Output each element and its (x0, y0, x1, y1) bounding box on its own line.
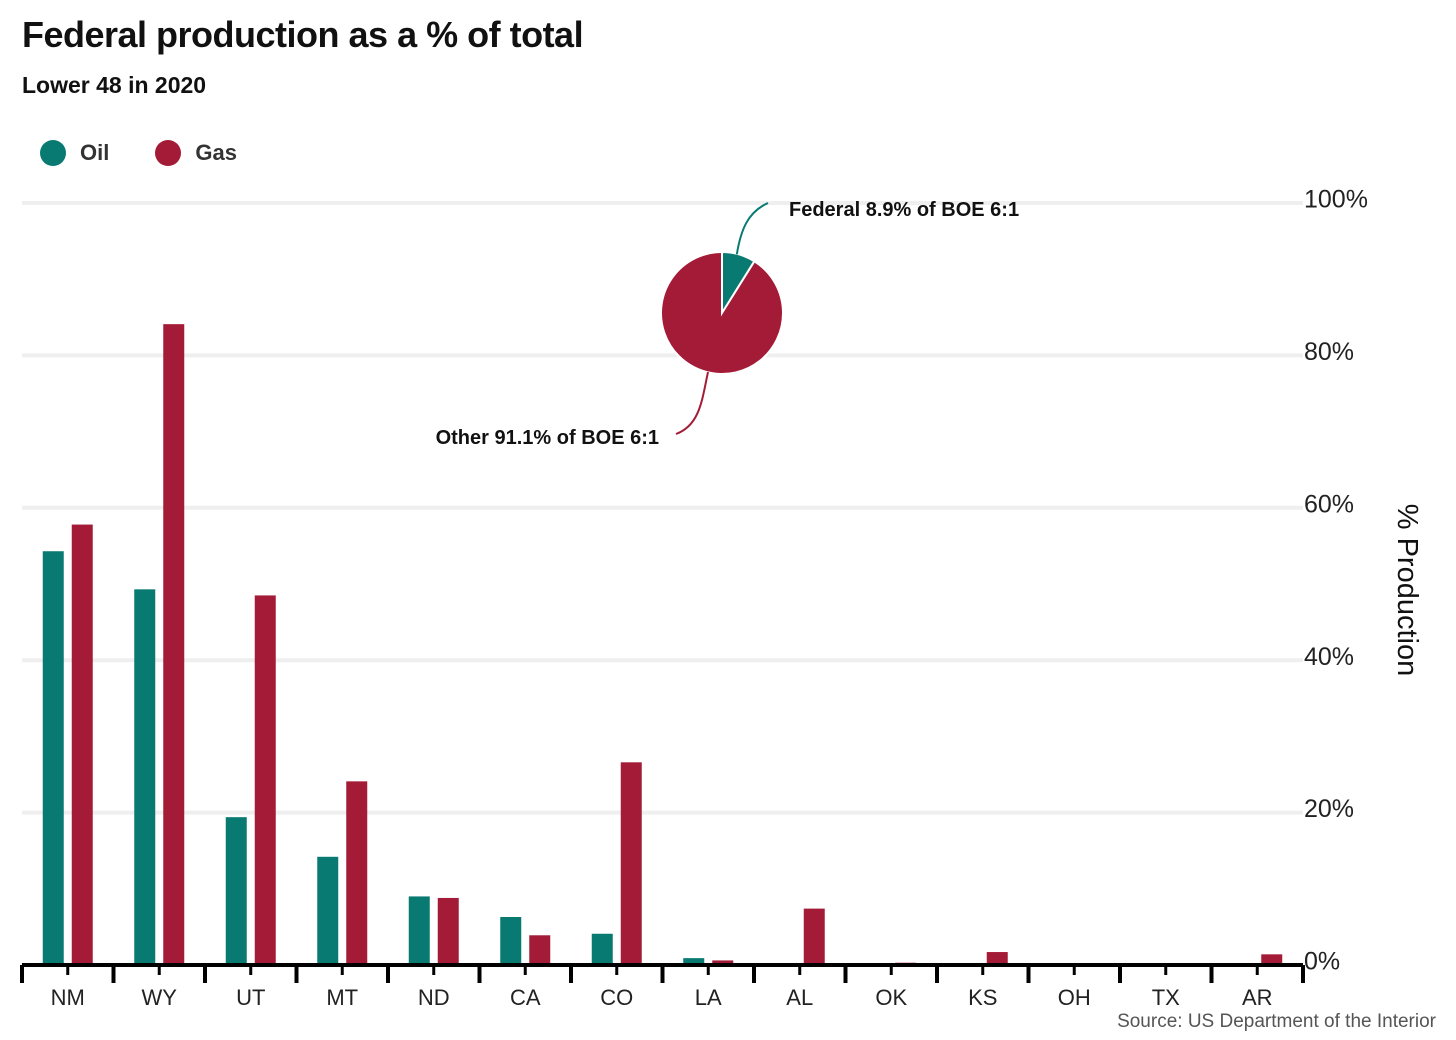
source-note: Source: US Department of the Interior (1117, 1011, 1436, 1032)
bars (42, 324, 1283, 966)
legend-item-gas: Gas (155, 140, 237, 166)
bar-gas-ca (529, 935, 551, 965)
chart-subtitle: Lower 48 in 2020 (22, 72, 207, 98)
bar-oil-la (683, 958, 705, 965)
bar-gas-ut (254, 595, 276, 965)
bar-gas-nm (71, 524, 93, 965)
bar-gas-co (620, 762, 642, 965)
x-tick-label: AL (786, 985, 813, 1010)
x-tick-label: WY (142, 985, 178, 1010)
bar-gas-mt (346, 781, 368, 965)
pie-label-other: Other 91.1% of BOE 6:1 (436, 427, 659, 449)
x-tick-label: CA (510, 985, 541, 1010)
legend-label-gas: Gas (195, 140, 237, 165)
x-tick-label: ND (418, 985, 450, 1010)
bar-gas-ar (1261, 954, 1283, 965)
pie-leader-federal (735, 202, 769, 255)
x-tick-label: LA (695, 985, 722, 1010)
bar-oil-nd (408, 896, 430, 965)
y-tick-label: 80% (1304, 338, 1354, 366)
bar-gas-wy (163, 324, 185, 966)
y-tick-label: 0% (1304, 948, 1340, 976)
gridlines (22, 201, 1303, 815)
bar-oil-nm (42, 551, 64, 965)
y-tick-label: 60% (1304, 490, 1354, 518)
bar-oil-co (591, 933, 613, 965)
pie-slice-other (660, 250, 784, 375)
legend-label-oil: Oil (80, 140, 110, 165)
pie-chart: Federal 8.9% of BOE 6:1 Other 91.1% of BO… (436, 199, 1019, 449)
legend-item-oil: Oil (40, 140, 109, 166)
bar-gas-la (712, 960, 734, 965)
y-tick-label: 20% (1304, 795, 1354, 823)
x-tick-label: CO (600, 985, 633, 1010)
y-tick-label: 40% (1304, 643, 1354, 671)
pie-leader-other (675, 371, 709, 435)
x-tick-label: KS (968, 985, 997, 1010)
x-tick-label: UT (236, 985, 265, 1010)
x-tick-label: OK (875, 985, 907, 1010)
x-tick-label: AR (1242, 985, 1273, 1010)
y-axis-title: % Production (1391, 504, 1423, 677)
legend: Oil Gas (40, 140, 283, 166)
x-tick-label: TX (1152, 985, 1180, 1010)
pie-label-federal: Federal 8.9% of BOE 6:1 (789, 199, 1019, 221)
bar-gas-nd (437, 897, 459, 965)
bar-oil-ca (500, 916, 522, 965)
bar-oil-wy (134, 589, 156, 965)
chart-title: Federal production as a % of total (22, 14, 584, 55)
bar-oil-mt (317, 856, 339, 965)
legend-swatch-gas (155, 140, 182, 166)
x-axis: NM WY UT MT ND CA CO LA AL OK KS OH TX AR (20, 963, 1305, 1010)
legend-swatch-oil (40, 140, 66, 166)
x-tick-label: OH (1058, 985, 1091, 1010)
x-tick-label: NM (51, 985, 85, 1010)
x-tick-label: MT (326, 985, 358, 1010)
bar-gas-al (803, 908, 825, 965)
y-axis: 0% 20% 40% 60% 80% 100% (1304, 186, 1368, 976)
bar-oil-ut (225, 817, 247, 965)
bar-gas-ks (986, 952, 1008, 965)
y-tick-label: 100% (1304, 186, 1368, 214)
